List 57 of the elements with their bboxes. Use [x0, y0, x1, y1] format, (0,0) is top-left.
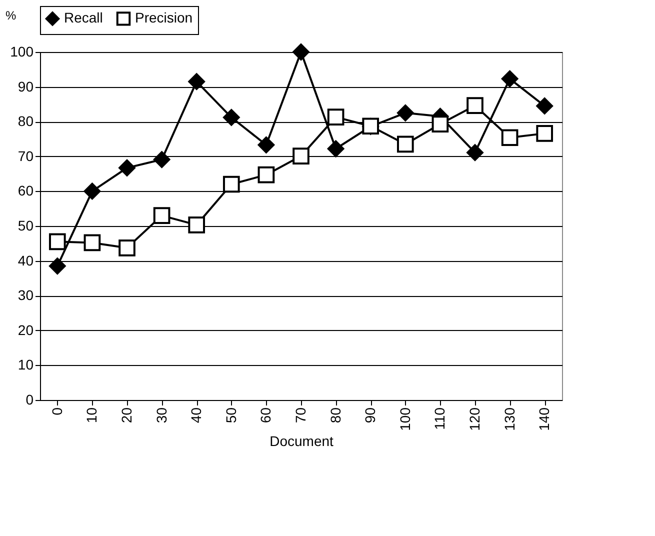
point	[501, 70, 518, 88]
point	[118, 240, 136, 256]
x-tick-label: 130	[501, 407, 518, 431]
x-tick-label: 80	[327, 407, 344, 424]
y-tick-label: 40	[18, 252, 34, 268]
x-axis-title: Document	[270, 432, 334, 449]
point	[118, 159, 136, 176]
y-tick-label: 30	[18, 287, 34, 304]
x-tick-label: 50	[222, 407, 239, 424]
point	[222, 109, 240, 126]
point	[501, 129, 518, 146]
point	[396, 136, 414, 153]
point	[396, 104, 414, 122]
point	[48, 258, 66, 274]
point	[536, 125, 554, 142]
y-tick-label: 70	[18, 148, 34, 164]
y-tick-label: 100	[10, 44, 34, 60]
x-tick-label: 110	[432, 407, 448, 430]
point	[432, 116, 449, 132]
point	[222, 176, 240, 193]
point	[292, 44, 310, 60]
point	[327, 108, 344, 126]
point	[84, 182, 101, 200]
point	[84, 234, 101, 252]
point	[188, 73, 206, 90]
point	[536, 98, 554, 114]
y-tick-label: 60	[18, 182, 34, 199]
x-tick-label: 140	[536, 407, 552, 431]
legend-label: Recall	[64, 10, 103, 26]
y-tick-label: 0	[26, 392, 34, 408]
point	[153, 151, 170, 168]
y-tick-label: 50	[18, 218, 34, 234]
x-tick-label: 0	[48, 407, 65, 416]
x-tick-label: 40	[188, 407, 204, 424]
x-tick-label: 120	[466, 407, 482, 431]
y-tick-label: 80	[18, 113, 34, 130]
point	[292, 148, 310, 164]
point	[466, 97, 484, 114]
point	[153, 207, 170, 224]
point	[327, 140, 344, 158]
y-tick-label: 90	[18, 78, 34, 94]
x-tick-label: 10	[84, 407, 100, 424]
x-tick-label: 30	[153, 407, 170, 424]
x-tick-label: 60	[258, 407, 274, 424]
point	[258, 136, 275, 154]
x-tick-label: 90	[362, 407, 378, 424]
x-tick-label: 20	[118, 407, 134, 424]
point	[188, 216, 206, 234]
point	[466, 144, 484, 161]
y-tick-label: 10	[18, 356, 34, 373]
x-tick-label: 70	[292, 407, 308, 424]
y-tick-label: 20	[18, 322, 34, 338]
point	[48, 233, 66, 250]
point	[258, 166, 275, 184]
y-axis-title: %	[6, 8, 16, 22]
legend-label: Precision	[135, 10, 193, 26]
x-tick-label: 100	[396, 407, 413, 431]
